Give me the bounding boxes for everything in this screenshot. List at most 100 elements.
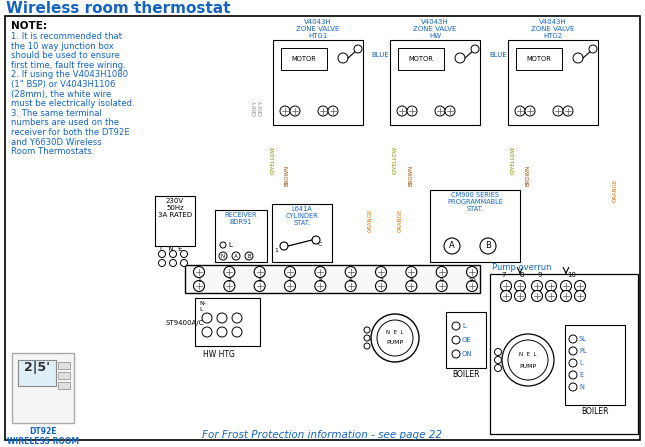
Text: (28mm), the white wire: (28mm), the white wire	[11, 89, 111, 99]
Text: N  E  L: N E L	[386, 329, 404, 334]
Circle shape	[364, 327, 370, 333]
Circle shape	[546, 291, 557, 301]
Circle shape	[232, 313, 242, 323]
Circle shape	[452, 322, 460, 330]
Circle shape	[569, 371, 577, 379]
Text: BROWN: BROWN	[526, 164, 530, 186]
Bar	[281, 48, 327, 70]
Circle shape	[280, 242, 288, 250]
Circle shape	[561, 291, 571, 301]
Circle shape	[364, 343, 370, 349]
Circle shape	[515, 281, 526, 291]
Circle shape	[495, 349, 502, 355]
Text: 9: 9	[440, 278, 444, 283]
Text: GREY: GREY	[259, 100, 264, 116]
Text: DT92E
WIRELESS ROOM
THERMOSTAT: DT92E WIRELESS ROOM THERMOSTAT	[7, 427, 79, 447]
Circle shape	[159, 250, 166, 257]
Text: RECEIVER
BDR91: RECEIVER BDR91	[224, 212, 257, 225]
Circle shape	[406, 281, 417, 291]
Bar	[565, 325, 625, 405]
Circle shape	[573, 53, 583, 63]
Circle shape	[202, 313, 212, 323]
Text: must be electrically isolated.: must be electrically isolated.	[11, 99, 135, 108]
Circle shape	[569, 335, 577, 343]
Circle shape	[455, 53, 465, 63]
Bar	[398, 48, 444, 70]
Circle shape	[397, 106, 407, 116]
Text: 8: 8	[410, 278, 413, 283]
Circle shape	[232, 327, 242, 337]
Bar	[508, 40, 598, 125]
Circle shape	[515, 291, 526, 301]
Text: 5: 5	[319, 278, 322, 283]
Circle shape	[371, 314, 419, 362]
Circle shape	[589, 45, 597, 53]
Bar	[58, 372, 70, 379]
Text: BOILER: BOILER	[452, 370, 480, 379]
Text: PUMP: PUMP	[519, 363, 537, 368]
Circle shape	[375, 266, 386, 278]
Bar	[273, 40, 363, 125]
Text: L: L	[228, 242, 232, 248]
Text: G/YELLOW: G/YELLOW	[510, 146, 515, 174]
Text: E: E	[579, 372, 583, 378]
Circle shape	[495, 357, 502, 363]
Text: BLUE: BLUE	[371, 52, 389, 58]
Circle shape	[318, 106, 328, 116]
Circle shape	[444, 238, 460, 254]
Text: OE: OE	[462, 337, 471, 343]
Circle shape	[501, 291, 511, 301]
Circle shape	[217, 313, 227, 323]
Text: 3: 3	[257, 278, 262, 283]
Circle shape	[525, 106, 535, 116]
Text: PUMP: PUMP	[386, 340, 404, 345]
Circle shape	[328, 106, 338, 116]
Text: N-
L: N- L	[199, 301, 206, 312]
Text: should be used to ensure: should be used to ensure	[11, 51, 120, 60]
Text: 1. It is recommended that: 1. It is recommended that	[11, 32, 122, 41]
Text: ST9400A/C: ST9400A/C	[165, 320, 203, 326]
Text: numbers are used on the: numbers are used on the	[11, 118, 119, 127]
Text: 4: 4	[288, 278, 292, 283]
Circle shape	[561, 281, 571, 291]
Circle shape	[232, 252, 240, 260]
Bar	[185, 265, 480, 293]
Text: N: N	[579, 384, 584, 390]
Circle shape	[515, 106, 525, 116]
Circle shape	[354, 45, 362, 53]
Circle shape	[575, 281, 586, 291]
Text: L: L	[462, 323, 466, 329]
Circle shape	[159, 260, 166, 266]
Text: L: L	[579, 360, 582, 366]
Circle shape	[569, 347, 577, 355]
Text: G/YELLOW: G/YELLOW	[393, 146, 397, 174]
Text: For Frost Protection information - see page 22: For Frost Protection information - see p…	[202, 430, 442, 440]
Text: 3. The same terminal: 3. The same terminal	[11, 109, 102, 118]
Bar	[490, 274, 638, 434]
Bar	[12, 353, 74, 423]
Text: Room Thermostats.: Room Thermostats.	[11, 147, 94, 156]
Circle shape	[575, 291, 586, 301]
Text: BOILER: BOILER	[581, 407, 609, 416]
Circle shape	[452, 350, 460, 358]
Circle shape	[315, 266, 326, 278]
Circle shape	[508, 340, 548, 380]
Circle shape	[345, 266, 356, 278]
Bar	[58, 382, 70, 389]
Circle shape	[224, 281, 235, 291]
Bar	[155, 196, 195, 246]
Circle shape	[202, 327, 212, 337]
Circle shape	[436, 281, 447, 291]
Text: V4043H
ZONE VALVE
HTG1: V4043H ZONE VALVE HTG1	[296, 19, 340, 39]
Text: 2|5': 2|5'	[24, 361, 50, 374]
Text: ORANGE: ORANGE	[397, 208, 402, 232]
Circle shape	[436, 266, 447, 278]
Circle shape	[445, 106, 455, 116]
Circle shape	[220, 242, 226, 248]
Text: L641A
CYLINDER
STAT.: L641A CYLINDER STAT.	[286, 206, 319, 226]
Text: Wireless room thermostat: Wireless room thermostat	[6, 1, 230, 16]
Text: 2: 2	[227, 278, 232, 283]
Bar	[390, 40, 480, 125]
Circle shape	[377, 320, 413, 356]
Circle shape	[569, 383, 577, 391]
